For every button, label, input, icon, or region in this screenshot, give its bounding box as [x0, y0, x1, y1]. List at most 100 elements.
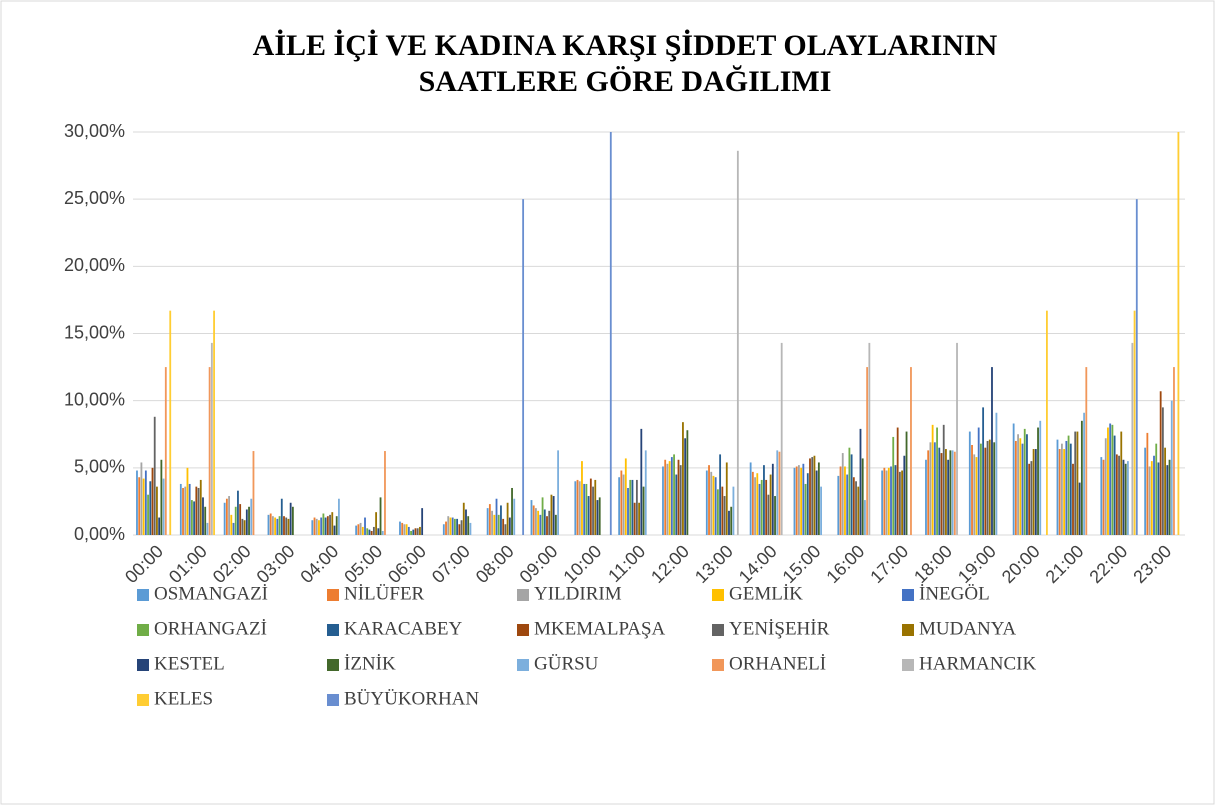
- bar: [666, 463, 669, 535]
- bar: [716, 489, 719, 535]
- bar: [673, 454, 675, 535]
- bar: [329, 514, 331, 535]
- bar: [589, 478, 592, 535]
- bar: [252, 451, 255, 535]
- bar: [896, 427, 899, 535]
- bar: [1014, 440, 1017, 535]
- legend-label: ORHANELİ: [729, 653, 826, 674]
- bar: [190, 500, 193, 535]
- bar: [890, 466, 892, 535]
- bar: [938, 447, 941, 535]
- legend-label: İNEGÖL: [919, 583, 990, 604]
- bar: [500, 505, 502, 535]
- bar: [578, 481, 581, 535]
- bar: [1155, 443, 1158, 535]
- bar: [1023, 428, 1026, 535]
- bar: [984, 447, 987, 535]
- bar: [546, 516, 548, 535]
- legend-label: ORHANGAZİ: [154, 618, 267, 639]
- bar: [813, 455, 816, 535]
- bar: [881, 470, 884, 535]
- bar: [644, 450, 647, 535]
- bar: [947, 459, 950, 535]
- bar: [169, 310, 172, 535]
- bar: [291, 506, 294, 535]
- bar: [1118, 455, 1120, 535]
- legend-label: HARMANCIK: [919, 653, 1036, 674]
- bar: [945, 449, 947, 535]
- bar: [765, 479, 768, 535]
- bar: [513, 498, 516, 535]
- bar: [151, 467, 154, 535]
- bar: [458, 524, 461, 535]
- bar: [208, 367, 211, 535]
- bar: [780, 342, 783, 535]
- bar: [541, 497, 544, 535]
- bar: [1161, 407, 1164, 535]
- y-tick-label: 15,00%: [64, 322, 125, 342]
- bar: [1085, 367, 1088, 535]
- bar: [771, 463, 774, 535]
- bar: [204, 506, 207, 535]
- bar: [758, 483, 761, 535]
- bar: [1080, 420, 1083, 535]
- bar: [894, 465, 897, 535]
- bar: [815, 470, 818, 535]
- bar: [355, 525, 358, 535]
- bar: [778, 451, 781, 535]
- bar: [1021, 443, 1024, 535]
- bar: [1146, 432, 1149, 535]
- bar: [239, 504, 242, 535]
- bar: [1166, 465, 1169, 535]
- bar: [1148, 466, 1151, 535]
- bar: [929, 442, 932, 535]
- bar: [232, 522, 235, 535]
- bar: [335, 516, 338, 535]
- bar: [453, 518, 456, 535]
- bar: [624, 458, 627, 535]
- bar: [903, 455, 906, 535]
- bar: [412, 529, 415, 535]
- bar: [995, 412, 998, 535]
- bar: [793, 467, 796, 535]
- bar: [456, 518, 459, 535]
- bar: [269, 513, 272, 535]
- bar: [447, 516, 450, 535]
- bar: [1019, 438, 1022, 535]
- bar: [609, 132, 612, 535]
- y-tick-label: 10,00%: [64, 389, 125, 409]
- bar: [942, 424, 945, 535]
- y-tick-label: 0,00%: [74, 524, 125, 544]
- bar: [1067, 435, 1070, 535]
- legend-swatch: [902, 659, 914, 671]
- bar: [283, 516, 285, 535]
- bar: [322, 513, 325, 535]
- legend-label: GÜRSU: [534, 653, 599, 674]
- legend-swatch: [517, 659, 529, 671]
- legend-swatch: [137, 589, 149, 601]
- bar: [197, 487, 200, 535]
- legend-label: NİLÜFER: [344, 583, 425, 604]
- bar: [1039, 420, 1042, 535]
- bar: [848, 447, 851, 535]
- legend-swatch: [517, 589, 529, 601]
- bar: [467, 516, 470, 535]
- bar: [1056, 439, 1059, 535]
- bar: [868, 342, 871, 535]
- legend-label: KELES: [154, 688, 213, 709]
- bar: [276, 518, 279, 535]
- bar: [199, 479, 202, 535]
- bar: [859, 428, 862, 535]
- bar: [585, 483, 588, 535]
- legend-swatch: [517, 624, 529, 636]
- bar: [857, 486, 860, 535]
- bar: [153, 416, 156, 535]
- bar: [638, 502, 641, 535]
- bar: [1144, 447, 1147, 535]
- bar: [594, 479, 597, 535]
- bar: [508, 517, 511, 535]
- bar: [730, 506, 733, 535]
- bar: [1078, 482, 1081, 535]
- bar: [820, 486, 822, 535]
